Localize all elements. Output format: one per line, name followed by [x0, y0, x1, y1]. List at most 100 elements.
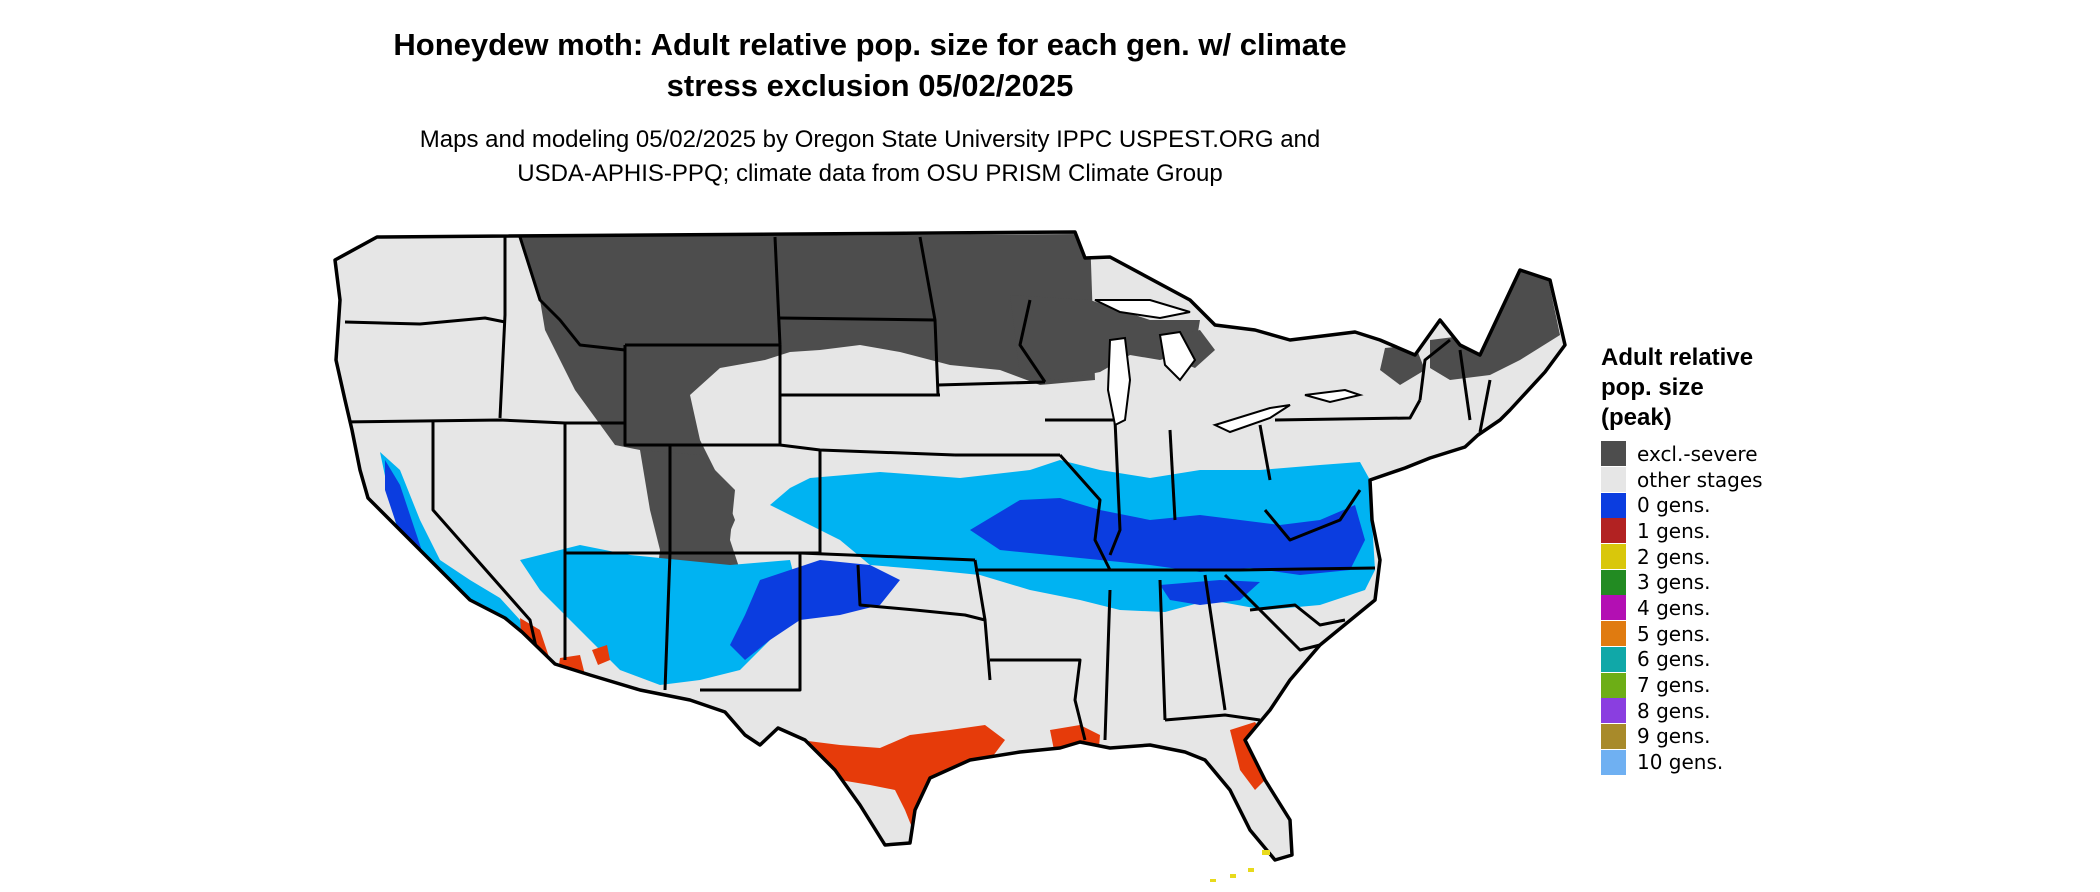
border-ks-ok — [799, 551, 976, 562]
border-az-nm — [663, 552, 672, 691]
legend-swatch — [1601, 698, 1626, 724]
legend-item: 2 gens. — [1601, 544, 1821, 570]
legend-label: 3 gens. — [1637, 570, 1711, 595]
border-ms-al — [1103, 579, 1167, 741]
legend-item: 4 gens. — [1601, 595, 1821, 621]
us-outline — [333, 230, 1567, 862]
border-fl-line — [1164, 713, 1261, 722]
legend-label: 0 gens. — [1637, 493, 1711, 518]
pop-southwest — [380, 452, 525, 650]
legend-title-line-2: pop. size — [1601, 374, 1704, 401]
legend-item: 3 gens. — [1601, 569, 1821, 595]
legend-swatch — [1601, 749, 1626, 775]
keys-dot-3 — [1230, 874, 1236, 878]
legend-item: 6 gens. — [1601, 646, 1821, 673]
border-ky-tn — [1090, 566, 1376, 572]
legend-title: Adult relative pop. size (peak) — [1601, 343, 1821, 433]
border-ga-sc — [1223, 573, 1321, 652]
legend-label: 2 gens. — [1637, 544, 1711, 569]
legend-swatch — [1601, 492, 1626, 518]
legend-item: 5 gens. — [1601, 621, 1821, 647]
legend-item: 0 gens. — [1601, 492, 1821, 518]
legend-item: 10 gens. — [1601, 749, 1821, 775]
pop-arizona-nm — [520, 545, 800, 685]
keys-dot-2 — [1248, 868, 1254, 872]
border-va-wv — [1263, 489, 1362, 542]
border-ne-ks — [779, 443, 956, 457]
chart-title: Honeydew moth: Adult relative pop. size … — [330, 24, 1410, 106]
legend-swatch — [1601, 723, 1626, 749]
border-pa-ny — [1274, 399, 1422, 422]
border-wi-mn-il — [1018, 299, 1115, 422]
border-in-oh — [1168, 429, 1177, 521]
border-mt-nd — [773, 236, 782, 346]
lake-superior — [1094, 299, 1191, 320]
legend-title-line-3: (peak) — [1601, 404, 1672, 431]
title-line-1: Honeydew moth: Adult relative pop. size … — [393, 27, 1347, 62]
legend-label: 5 gens. — [1637, 621, 1711, 646]
border-ok-tx — [856, 564, 992, 681]
keys-dot-4 — [1210, 879, 1216, 882]
border-al-ga — [1203, 574, 1227, 711]
pop-california — [385, 460, 425, 560]
legend-items: excl.-severe other stages 0 gens. 1 gens. 2 … — [1601, 441, 1821, 775]
legend-label: 4 gens. — [1637, 595, 1711, 620]
keys-dot-1 — [1262, 850, 1270, 855]
legend-label: 7 gens. — [1637, 673, 1711, 698]
legend: Adult relative pop. size (peak) excl.-se… — [1601, 343, 1821, 775]
border-id-mt — [518, 236, 626, 352]
legend-label: 8 gens. — [1637, 698, 1711, 723]
title-line-2: stress exclusion 05/02/2025 — [666, 68, 1074, 103]
pop-texas-gulf — [760, 725, 1005, 835]
border-ut-co — [565, 421, 672, 553]
legend-label: 10 gens. — [1637, 750, 1724, 775]
border-new-england — [1418, 338, 1492, 433]
lake-erie — [1212, 404, 1291, 434]
legend-swatch — [1601, 595, 1626, 621]
lake-michigan — [1106, 336, 1132, 427]
legend-item: excl.-severe — [1601, 441, 1821, 467]
legend-item: other stages — [1601, 467, 1821, 493]
chart-subtitle: Maps and modeling 05/02/2025 by Oregon S… — [330, 123, 1410, 191]
great-lakes — [1094, 299, 1364, 434]
florida-keys — [1210, 850, 1270, 882]
legend-label: other stages — [1637, 467, 1763, 492]
legend-swatch — [1601, 646, 1626, 672]
legend-label: 9 gens. — [1637, 724, 1711, 749]
subtitle-line-2: USDA-APHIS-PPQ; climate data from OSU PR… — [517, 160, 1223, 187]
border-or-wa — [344, 316, 506, 326]
border-il-in — [1108, 419, 1122, 556]
lake-ontario — [1304, 388, 1364, 404]
legend-item: 7 gens. — [1601, 672, 1821, 698]
border-id-west — [498, 237, 507, 419]
pop-ohio-valley — [970, 498, 1365, 575]
border-nc-sc — [1249, 603, 1346, 627]
excl-northern-plains — [520, 234, 1095, 560]
legend-swatch — [1601, 467, 1626, 493]
legend-item: 1 gens. — [1601, 518, 1821, 544]
state-borders — [339, 236, 1492, 741]
border-dakotas-mn — [918, 236, 940, 396]
border-ar-la — [990, 658, 1087, 741]
legend-swatch — [1601, 621, 1626, 647]
pop-arizona-hot-2 — [592, 645, 610, 665]
lake-huron — [1158, 330, 1197, 382]
legend-title-line-1: Adult relative — [1601, 344, 1754, 371]
legend-label: excl.-severe — [1637, 441, 1758, 466]
border-nd-sd — [779, 316, 936, 322]
legend-swatch — [1601, 672, 1626, 698]
us-map — [333, 230, 1567, 882]
legend-swatch — [1601, 569, 1626, 595]
border-oh-pa — [1258, 424, 1272, 481]
border-mn-ia — [937, 380, 1046, 387]
legend-swatch — [1601, 544, 1626, 570]
legend-item: 9 gens. — [1601, 723, 1821, 750]
subtitle-line-1: Maps and modeling 05/02/2025 by Oregon S… — [419, 126, 1321, 153]
border-or-ca-nv — [339, 418, 566, 425]
legend-swatch — [1601, 518, 1626, 544]
excl-wisconsin — [1010, 295, 1200, 380]
legend-item: 8 gens. — [1601, 698, 1821, 724]
legend-label: 1 gens. — [1637, 518, 1711, 543]
legend-label: 6 gens. — [1637, 647, 1711, 672]
legend-swatch — [1601, 441, 1626, 467]
